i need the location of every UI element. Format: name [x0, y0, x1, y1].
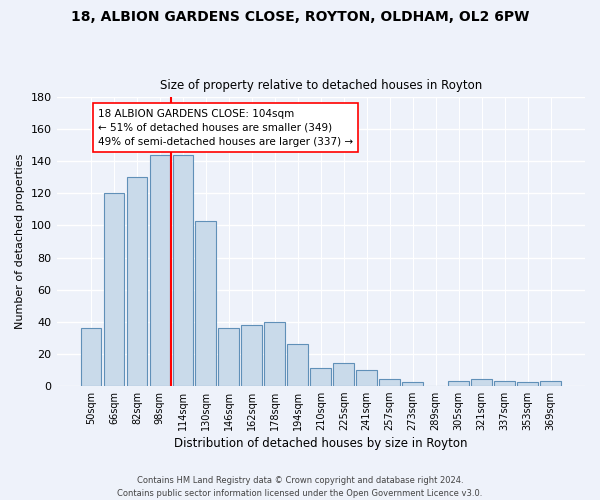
Bar [494, 381, 515, 386]
Y-axis label: Number of detached properties: Number of detached properties [15, 154, 25, 329]
Bar [196, 220, 216, 386]
Title: Size of property relative to detached houses in Royton: Size of property relative to detached ho… [160, 79, 482, 92]
Bar [80, 328, 101, 386]
Bar [403, 382, 423, 386]
Bar [448, 381, 469, 386]
Bar [540, 381, 561, 386]
Bar [173, 155, 193, 386]
Text: 18 ALBION GARDENS CLOSE: 104sqm
← 51% of detached houses are smaller (349)
49% o: 18 ALBION GARDENS CLOSE: 104sqm ← 51% of… [98, 108, 353, 146]
Bar [287, 344, 308, 386]
Bar [334, 364, 354, 386]
Bar [104, 194, 124, 386]
Text: Contains HM Land Registry data © Crown copyright and database right 2024.
Contai: Contains HM Land Registry data © Crown c… [118, 476, 482, 498]
Bar [149, 155, 170, 386]
Bar [517, 382, 538, 386]
X-axis label: Distribution of detached houses by size in Royton: Distribution of detached houses by size … [174, 437, 467, 450]
Bar [218, 328, 239, 386]
Text: 18, ALBION GARDENS CLOSE, ROYTON, OLDHAM, OL2 6PW: 18, ALBION GARDENS CLOSE, ROYTON, OLDHAM… [71, 10, 529, 24]
Bar [241, 325, 262, 386]
Bar [310, 368, 331, 386]
Bar [379, 380, 400, 386]
Bar [356, 370, 377, 386]
Bar [127, 178, 147, 386]
Bar [265, 322, 285, 386]
Bar [472, 380, 492, 386]
